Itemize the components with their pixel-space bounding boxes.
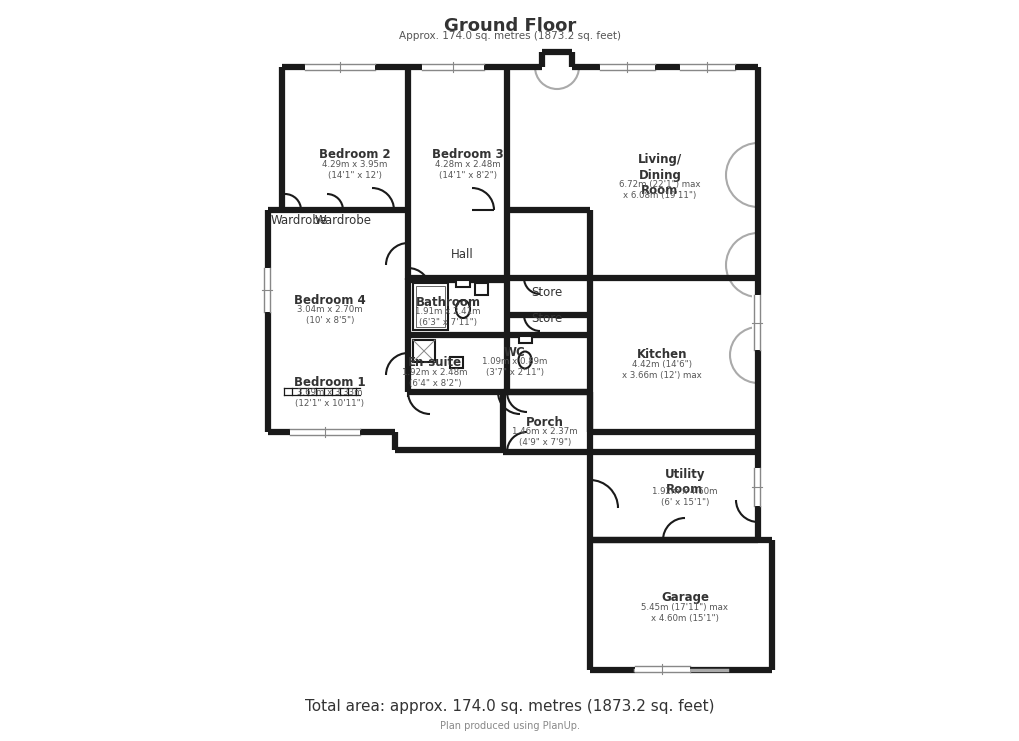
Text: Garage: Garage xyxy=(660,591,708,605)
Text: Store: Store xyxy=(531,285,562,299)
Text: Bedroom 1: Bedroom 1 xyxy=(293,376,366,390)
Bar xyxy=(422,62,484,72)
Ellipse shape xyxy=(518,351,531,368)
Text: Kitchen: Kitchen xyxy=(636,348,687,362)
Text: Porch: Porch xyxy=(526,416,564,428)
Text: Plan produced using PlanUp.: Plan produced using PlanUp. xyxy=(439,721,580,731)
Text: 5.45m (17'11") max
x 4.60m (15'1"): 5.45m (17'11") max x 4.60m (15'1") xyxy=(641,603,728,622)
Bar xyxy=(416,286,444,327)
Bar xyxy=(475,283,487,295)
Text: 1.09m x 0.89m
(3'7" x 2'11"): 1.09m x 0.89m (3'7" x 2'11") xyxy=(482,357,547,376)
Text: 4.29m x 3.95m
(14'1" x 12'): 4.29m x 3.95m (14'1" x 12') xyxy=(322,160,387,180)
Text: 1.92m x 4.60m
(6' x 15'1"): 1.92m x 4.60m (6' x 15'1") xyxy=(651,488,717,507)
Ellipse shape xyxy=(455,300,470,318)
Text: Total area: approx. 174.0 sq. metres (1873.2 sq. feet): Total area: approx. 174.0 sq. metres (18… xyxy=(305,699,714,714)
Bar xyxy=(519,336,532,343)
Bar xyxy=(455,280,470,287)
Text: WC: WC xyxy=(503,345,526,359)
Bar xyxy=(305,62,375,72)
Text: Approx. 174.0 sq. metres (1873.2 sq. feet): Approx. 174.0 sq. metres (1873.2 sq. fee… xyxy=(398,31,621,41)
Text: 4.42m (14'6")
x 3.66m (12') max: 4.42m (14'6") x 3.66m (12') max xyxy=(622,360,701,379)
Bar xyxy=(751,295,761,350)
Text: 1.46m x 2.37m
(4'9" x 7'9"): 1.46m x 2.37m (4'9" x 7'9") xyxy=(512,428,577,447)
Bar xyxy=(413,340,434,362)
Bar xyxy=(449,357,463,368)
Text: Wardrobe: Wardrobe xyxy=(314,213,371,227)
Bar xyxy=(413,283,447,330)
Text: Ground Floor: Ground Floor xyxy=(443,17,576,35)
Text: 4.28m x 2.48m
(14'1" x 8'2"): 4.28m x 2.48m (14'1" x 8'2") xyxy=(435,160,500,180)
Text: Store: Store xyxy=(531,311,562,325)
Text: Bathroom: Bathroom xyxy=(415,296,480,308)
Text: Bedroom 3: Bedroom 3 xyxy=(432,148,503,162)
Text: 6.72m (22'1") max
x 6.08m (19'11"): 6.72m (22'1") max x 6.08m (19'11") xyxy=(619,180,700,200)
Bar xyxy=(680,62,735,72)
Text: Bedroom 4: Bedroom 4 xyxy=(293,293,366,307)
Bar xyxy=(262,268,272,312)
Text: Hall: Hall xyxy=(450,248,473,262)
Text: Bedroom 2: Bedroom 2 xyxy=(319,148,390,162)
Text: 3.04m x 2.70m
(10' x 8'5"): 3.04m x 2.70m (10' x 8'5") xyxy=(297,305,363,325)
Text: Utility
Room: Utility Room xyxy=(664,468,704,496)
Text: Living/
Dining
Room: Living/ Dining Room xyxy=(637,153,682,196)
Bar xyxy=(599,62,654,72)
Bar xyxy=(751,468,761,506)
Text: Wardrobe: Wardrobe xyxy=(270,213,327,227)
Text: 3.69m x 3.33m
(12'1" x 10'11"): 3.69m x 3.33m (12'1" x 10'11") xyxy=(296,388,364,408)
Bar xyxy=(635,664,689,674)
Text: 1.91m x 2.41m
(6'3" x 7'11"): 1.91m x 2.41m (6'3" x 7'11") xyxy=(415,308,480,327)
Text: 1.92m x 2.48m
(6'4" x 8'2"): 1.92m x 2.48m (6'4" x 8'2") xyxy=(401,368,468,388)
Text: En-suite: En-suite xyxy=(408,356,462,370)
Bar xyxy=(289,427,360,437)
